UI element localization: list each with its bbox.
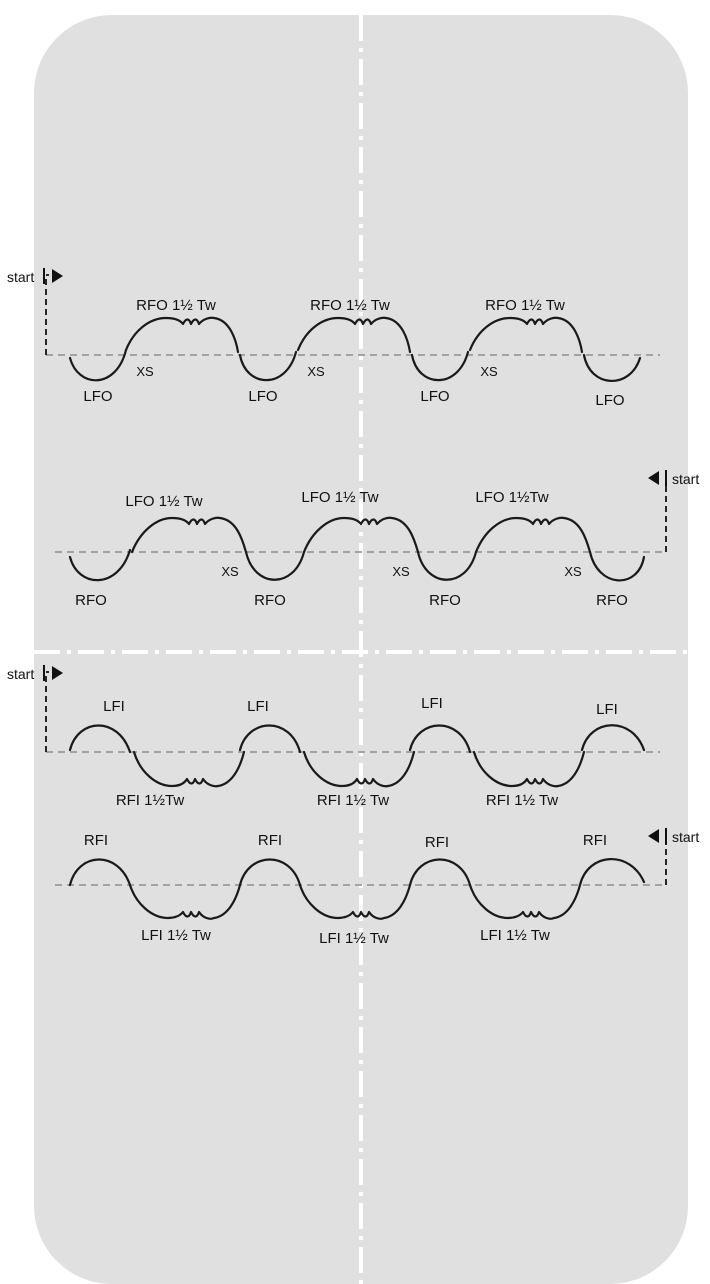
- row-2-lobe-7: [588, 550, 646, 582]
- row-1-start-arrow-icon: [52, 269, 63, 283]
- row-4-edge-label-1: RFI: [84, 832, 108, 849]
- pattern-row-1: start LFO RFO 1½ Tw LFO RFO 1½ Tw LFO RF…: [7, 268, 660, 409]
- row-3-edge-label-5: LFI: [421, 695, 443, 712]
- row-2-lobe-6: [474, 516, 592, 554]
- row-4-start-arrow-icon: [648, 829, 659, 843]
- row-2-edge-label-2: LFO 1½ Tw: [125, 493, 202, 510]
- pattern-row-2: start RFO LFO 1½ Tw RFO LFO 1½ Tw RFO LF…: [55, 470, 699, 609]
- row-4-edge-label-3: RFI: [258, 832, 282, 849]
- row-3-lobe-3: [238, 724, 302, 754]
- row-4-lobe-1: [68, 858, 132, 887]
- row-3-lobe-7: [580, 724, 646, 752]
- row-2-lobe-1: [68, 548, 132, 582]
- row-1-start-label: start: [7, 269, 34, 285]
- row-1-lobe-3: [238, 350, 298, 382]
- row-3-edge-label-6: RFI 1½ Tw: [486, 792, 558, 809]
- row-4-lobe-7: [578, 858, 646, 887]
- row-2-start-label: start: [672, 471, 699, 487]
- pattern-row-3: start LFI RFI 1½Tw LFI RFI 1½ Tw LFI RFI…: [7, 665, 660, 809]
- row-1-edge-label-7: LFO: [595, 392, 624, 409]
- row-1-edge-label-1: LFO: [83, 388, 112, 405]
- row-2-edge-label-6: LFO 1½Tw: [475, 489, 549, 506]
- row-2-edge-label-5: RFO: [429, 592, 461, 609]
- row-4-edge-label-7: RFI: [583, 832, 607, 849]
- row-1-edge-label-3: LFO: [248, 388, 277, 405]
- row-1-lobe-4: [296, 316, 412, 354]
- row-3-edge-label-2: RFI 1½Tw: [116, 792, 185, 809]
- row-3-lobe-4: [302, 750, 416, 788]
- row-2-lobe-5: [416, 550, 478, 581]
- row-1-xs-label-3: XS: [480, 364, 498, 379]
- row-2-xs-label-3: XS: [564, 564, 582, 579]
- row-1-lobe-5: [410, 350, 470, 382]
- row-1-lobe-6: [468, 316, 584, 354]
- row-2-edge-label-3: RFO: [254, 592, 286, 609]
- row-3-lobe-5: [408, 724, 472, 754]
- row-1-edge-label-6: RFO 1½ Tw: [485, 297, 565, 314]
- row-3-start-marker: [45, 671, 49, 752]
- row-1-xs-label-2: XS: [307, 364, 325, 379]
- row-3-start-label: start: [7, 666, 34, 682]
- row-4-lobe-6: [468, 883, 582, 920]
- row-2-lobe-2: [130, 516, 248, 554]
- row-2-start-arrow-icon: [648, 471, 659, 485]
- row-4-edge-label-2: LFI 1½ Tw: [141, 927, 211, 944]
- row-4-start-marker: [663, 837, 667, 885]
- row-2-xs-label-1: XS: [221, 564, 239, 579]
- row-2-edge-label-1: RFO: [75, 592, 107, 609]
- row-2-lobe-3: [244, 550, 306, 581]
- row-3-edge-label-7: LFI: [596, 701, 618, 718]
- row-2-edge-label-7: RFO: [596, 592, 628, 609]
- row-3-edge-label-3: LFI: [247, 698, 269, 715]
- row-4-start-label: start: [672, 829, 699, 845]
- row-1-edge-label-5: LFO: [420, 388, 449, 405]
- row-1-edge-label-4: RFO 1½ Tw: [310, 297, 390, 314]
- pattern-row-4: start RFI LFI 1½ Tw RFI LFI 1½ Tw RFI LF…: [55, 828, 699, 947]
- row-3-lobe-1: [68, 724, 132, 754]
- row-2-edge-label-4: LFO 1½ Tw: [301, 489, 378, 506]
- row-3-lobe-2: [132, 750, 246, 788]
- row-1-lobe-7: [582, 353, 642, 382]
- row-4-edge-label-5: RFI: [425, 834, 449, 851]
- row-1-start-marker: [45, 274, 49, 355]
- row-4-edge-label-4: LFI 1½ Tw: [319, 930, 389, 947]
- row-3-lobe-6: [472, 750, 586, 788]
- row-1-lobe-1: [68, 348, 128, 382]
- row-4-lobe-3: [238, 858, 302, 887]
- row-4-lobe-4: [298, 883, 412, 920]
- row-2-lobe-4: [302, 516, 420, 554]
- row-4-edge-label-6: LFI 1½ Tw: [480, 927, 550, 944]
- row-4-lobe-5: [408, 858, 472, 887]
- row-1-edge-label-2: RFO 1½ Tw: [136, 297, 216, 314]
- row-2-xs-label-2: XS: [392, 564, 410, 579]
- row-4-lobe-2: [128, 883, 242, 920]
- row-3-edge-label-1: LFI: [103, 698, 125, 715]
- row-3-edge-label-4: RFI 1½ Tw: [317, 792, 389, 809]
- row-1-lobe-2: [124, 316, 240, 354]
- row-3-start-arrow-icon: [52, 666, 63, 680]
- row-1-xs-label-1: XS: [136, 364, 154, 379]
